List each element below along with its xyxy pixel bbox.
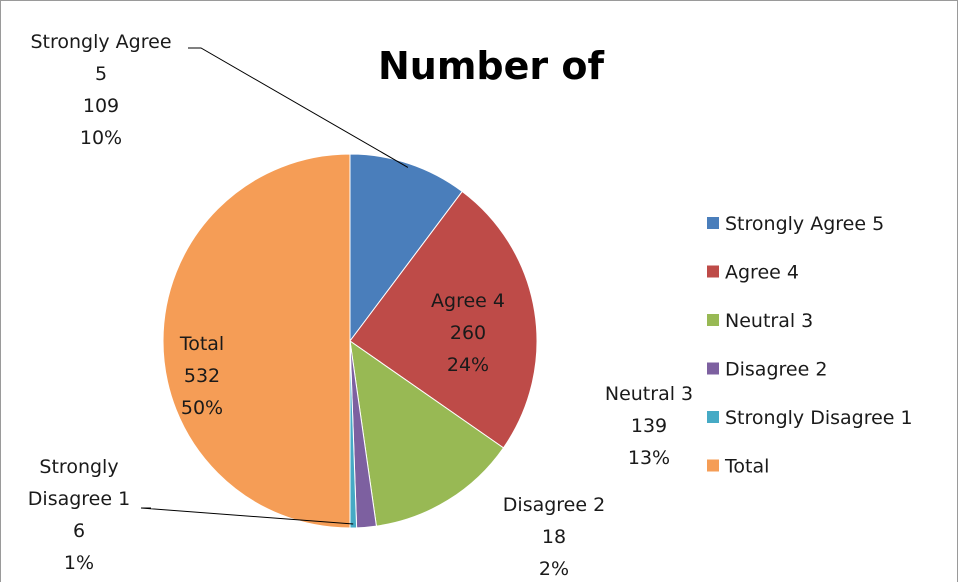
data-label-line: 18 xyxy=(542,526,566,548)
pie-slice-agree xyxy=(349,190,538,449)
pie-slice-total xyxy=(162,153,351,529)
data-label-line: 1% xyxy=(64,552,94,574)
data-label-neutral: Neutral 3 139 13% xyxy=(605,383,693,469)
legend-label: Disagree 2 xyxy=(725,359,827,381)
leader-line-strongly-agree xyxy=(188,47,409,168)
legend-item-strongly-agree: Strongly Agree 5 xyxy=(707,213,884,235)
legend-label: Strongly Agree 5 xyxy=(725,213,884,235)
data-label-strongly-disagree: Strongly Disagree 1 6 1% xyxy=(28,456,130,574)
data-label-total: Total 532 50% xyxy=(179,333,224,419)
legend-swatch xyxy=(707,459,719,472)
leader-lines xyxy=(140,47,409,525)
data-label-line: 50% xyxy=(181,397,223,419)
legend-item-strongly-disagree: Strongly Disagree 1 xyxy=(707,407,913,429)
data-label-agree: Agree 4 260 24% xyxy=(431,290,505,376)
pie-slices xyxy=(162,153,538,529)
legend-swatch xyxy=(707,217,719,229)
data-label-disagree: Disagree 2 18 2% xyxy=(503,494,605,580)
data-label-line: Neutral 3 xyxy=(605,383,693,405)
legend-label: Total xyxy=(724,456,769,478)
data-label-line: 260 xyxy=(450,322,486,344)
data-label-line: 13% xyxy=(628,447,670,469)
data-label-line: 5 xyxy=(95,63,107,85)
legend-item-agree: Agree 4 xyxy=(707,262,799,284)
leader-line-strongly-disagree xyxy=(140,507,354,525)
data-label-line: 139 xyxy=(631,415,667,437)
data-label-line: Strongly Agree xyxy=(30,31,171,53)
legend-item-neutral: Neutral 3 xyxy=(707,310,813,332)
legend-label: Neutral 3 xyxy=(725,310,813,332)
data-label-line: 6 xyxy=(73,520,85,542)
data-label-line: 24% xyxy=(447,354,489,376)
data-label-line: Total xyxy=(179,333,224,355)
legend-swatch xyxy=(707,362,719,375)
pie-slice-neutral xyxy=(349,339,505,527)
pie-slice-strongly-agree xyxy=(349,153,463,343)
data-label-line: Disagree 2 xyxy=(503,494,605,516)
legend-label: Strongly Disagree 1 xyxy=(725,407,913,429)
legend-label: Agree 4 xyxy=(725,262,799,284)
legend-swatch xyxy=(707,411,719,423)
data-label-line: 109 xyxy=(83,95,119,117)
data-label-line: Agree 4 xyxy=(431,290,505,312)
chart-title: Number of xyxy=(378,44,605,88)
data-label-line: 10% xyxy=(80,127,122,149)
data-label-line: Strongly xyxy=(39,456,118,478)
data-label-line: 2% xyxy=(539,558,569,580)
data-labels: Strongly Agree 5 109 10% Agree 4 260 24% Neutra… xyxy=(28,31,693,580)
legend-swatch xyxy=(707,265,719,278)
data-label-strongly-agree: Strongly Agree 5 109 10% xyxy=(30,31,171,149)
legend: Strongly Agree 5 Agree 4 Neutral 3 Disagree… xyxy=(707,213,913,478)
data-label-line: Disagree 1 xyxy=(28,488,130,510)
legend-item-total: Total xyxy=(707,456,769,478)
legend-swatch xyxy=(707,314,719,326)
legend-item-disagree: Disagree 2 xyxy=(707,359,827,381)
data-label-line: 532 xyxy=(184,365,220,387)
